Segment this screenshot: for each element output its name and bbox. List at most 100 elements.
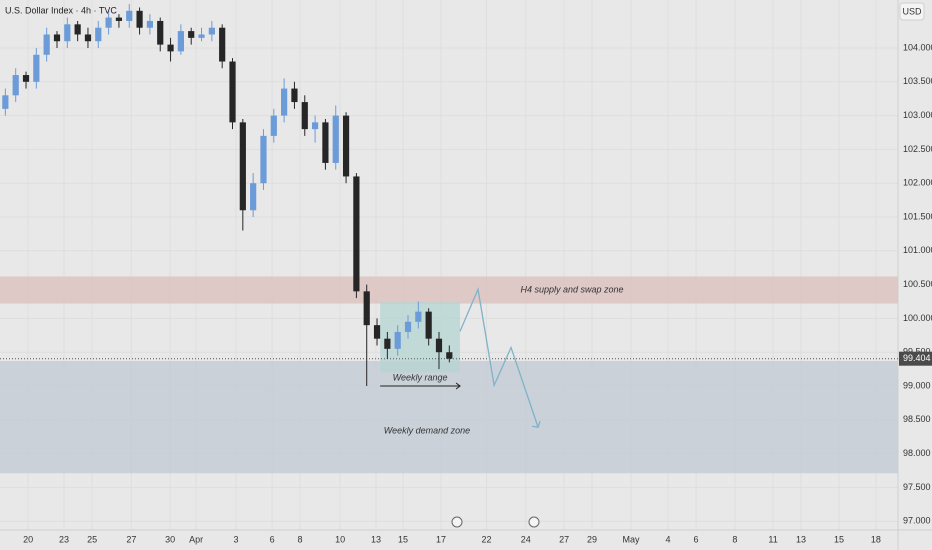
x-tick-label: 30: [165, 534, 175, 544]
candle-body: [74, 24, 81, 35]
zone-label: Weekly demand zone: [384, 425, 470, 435]
chart-title: U.S. Dollar Index · 4h · TVC: [5, 5, 117, 15]
y-tick-label: 100.000: [903, 313, 932, 323]
candle-body: [373, 325, 381, 339]
x-tick-label: 8: [732, 534, 737, 544]
projection-path: [459, 287, 539, 428]
candle-body: [291, 88, 298, 103]
range-arrowhead: [455, 382, 461, 390]
candle-body: [198, 34, 205, 38]
x-tick-label: 22: [481, 534, 491, 544]
candle-body: [167, 44, 174, 52]
last-price-box: [899, 351, 932, 366]
x-tick-label: 23: [59, 534, 69, 544]
y-tick-label: 98.500: [903, 414, 931, 424]
range-label: Weekly range: [393, 372, 448, 382]
y-tick-label: 104.000: [903, 42, 932, 52]
x-tick-label: 11: [768, 534, 777, 544]
zone: [0, 276, 898, 304]
x-tick-label: 6: [694, 534, 699, 544]
candle-body: [126, 10, 133, 21]
projection-arrowhead: [531, 421, 541, 428]
candle-body: [2, 95, 9, 109]
candle-body: [311, 122, 319, 130]
currency-button[interactable]: [899, 2, 925, 21]
candle-body: [363, 291, 370, 326]
x-tick-label: 29: [587, 534, 597, 544]
candle-body: [64, 24, 71, 42]
candle-body: [146, 20, 154, 28]
x-tick-label: 20: [23, 534, 33, 544]
candle-body: [33, 54, 40, 82]
x-tick-label: 13: [371, 534, 381, 544]
y-tick-label: 103.000: [903, 110, 932, 120]
candle-body: [12, 75, 19, 96]
candle-body: [177, 31, 184, 52]
zone: [0, 360, 898, 474]
y-tick-label: 103.500: [903, 76, 932, 86]
last-price-label: 99.404: [903, 353, 931, 363]
y-tick-label: 98.000: [903, 448, 931, 458]
candle-body: [105, 17, 112, 28]
x-tick-label: 15: [398, 534, 408, 544]
event-icon[interactable]: [451, 516, 463, 528]
candle-body: [394, 331, 401, 349]
currency-label[interactable]: USD: [902, 6, 922, 16]
zone-label: H4 supply and swap zone: [520, 284, 623, 294]
candle-body: [415, 311, 422, 322]
candle-body: [84, 34, 92, 42]
x-tick-label: 6: [270, 534, 275, 544]
x-tick-label: 15: [834, 534, 844, 544]
y-tick-label: 97.500: [903, 482, 931, 492]
candle-body: [188, 31, 195, 38]
x-tick-label: 25: [87, 534, 97, 544]
candle-body: [250, 183, 257, 211]
candle-body: [136, 10, 143, 28]
x-tick-label: 27: [559, 534, 569, 544]
candle-body: [270, 115, 277, 136]
x-tick-label: 24: [521, 534, 531, 544]
candle-body: [404, 321, 412, 332]
x-tick-label: 4: [665, 534, 670, 544]
candle-body: [301, 102, 308, 130]
x-tick-label: 3: [234, 534, 239, 544]
y-tick-label: 101.500: [903, 211, 932, 221]
y-tick-label: 97.000: [903, 516, 931, 526]
candle-body: [53, 34, 61, 42]
candle-body: [219, 27, 226, 62]
candle-body: [229, 61, 236, 123]
candle-body: [384, 338, 391, 349]
candle-body: [332, 115, 339, 163]
candle-body: [115, 17, 123, 21]
y-tick-label: 100.500: [903, 279, 932, 289]
candle-body: [157, 20, 164, 45]
candle-body: [322, 122, 329, 163]
y-tick-label: 102.500: [903, 144, 932, 154]
candle-body: [239, 122, 246, 211]
candle-body: [22, 75, 30, 82]
x-tick-label: 10: [335, 534, 345, 544]
candle-body: [435, 338, 443, 353]
x-tick-label: 18: [871, 534, 881, 544]
candle-body: [281, 88, 288, 116]
candle-body: [446, 352, 453, 359]
candle-body: [425, 311, 432, 339]
x-tick-label: Apr: [189, 534, 203, 544]
x-tick-label: 8: [298, 534, 303, 544]
candle-body: [208, 27, 215, 35]
x-tick-label: 27: [126, 534, 136, 544]
x-tick-label: 13: [796, 534, 806, 544]
y-tick-label: 101.000: [903, 245, 932, 255]
y-tick-label: 99.000: [903, 380, 931, 390]
x-tick-label: May: [623, 534, 641, 544]
candle-body: [260, 135, 267, 184]
y-tick-label: 99.500: [903, 347, 931, 357]
event-icon[interactable]: [528, 516, 540, 528]
candle-body: [353, 176, 360, 292]
candle-body: [43, 34, 50, 55]
y-tick-label: 102.000: [903, 178, 932, 188]
x-tick-label: 17: [436, 534, 446, 544]
candle-body: [95, 27, 102, 42]
